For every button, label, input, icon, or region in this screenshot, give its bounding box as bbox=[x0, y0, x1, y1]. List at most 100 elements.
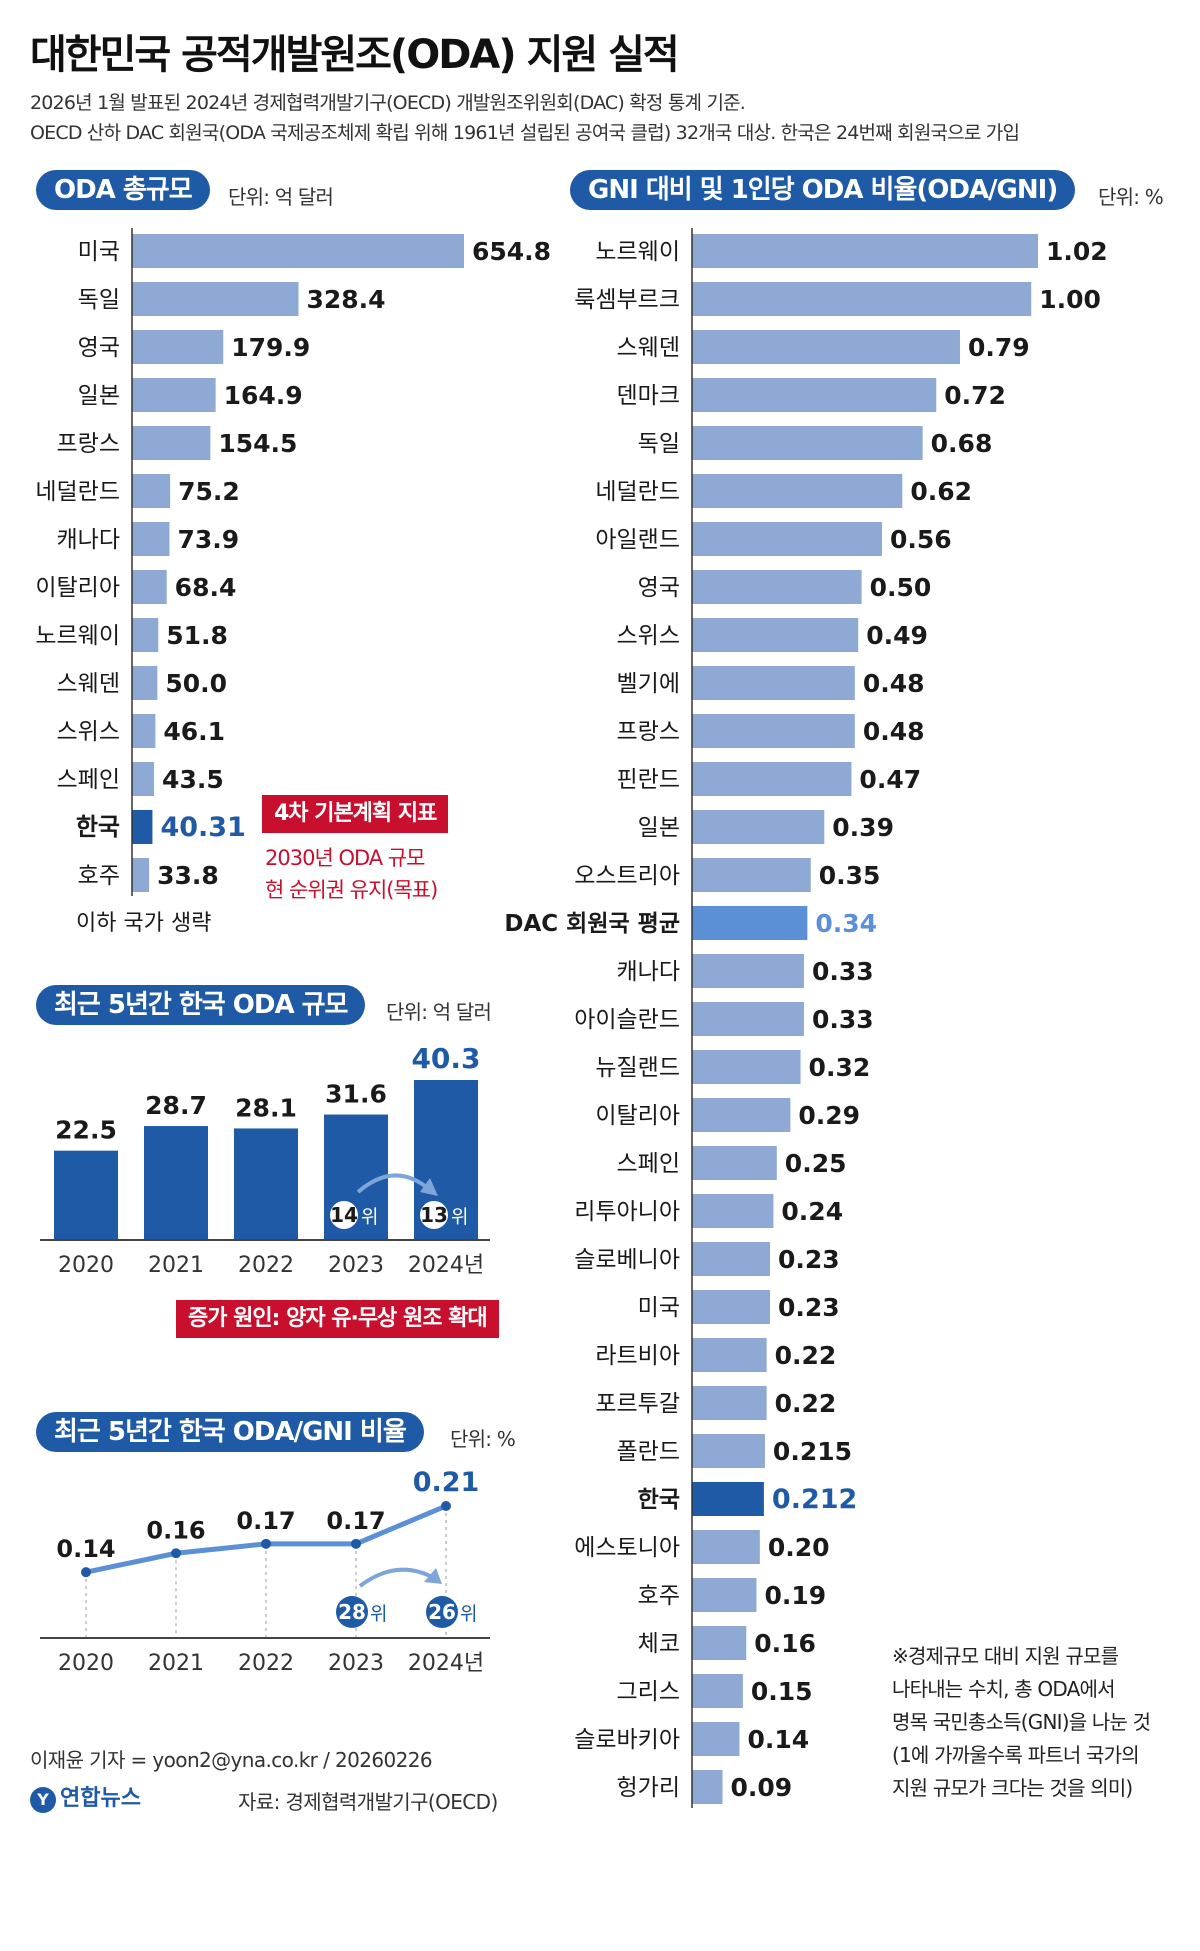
value-label: 0.16 bbox=[146, 1516, 205, 1544]
value-label: 0.14 bbox=[56, 1535, 115, 1563]
value-label: 22.5 bbox=[55, 1116, 117, 1145]
value-label: 0.22 bbox=[775, 1341, 837, 1370]
country-label: 오스트리아 bbox=[574, 863, 680, 889]
yonhap-logo-icon: Y bbox=[30, 1787, 56, 1813]
value-label: 31.6 bbox=[325, 1080, 387, 1109]
country-label: 스위스 bbox=[617, 623, 680, 649]
rank-arrow-head bbox=[420, 1178, 438, 1196]
gni-note-line: ※경제규모 대비 지원 규모를 bbox=[892, 1644, 1119, 1668]
bar bbox=[692, 714, 855, 748]
country-label: 일본 bbox=[78, 383, 120, 409]
country-label: 스위스 bbox=[57, 719, 120, 745]
country-label: 핀란드 bbox=[617, 767, 680, 793]
value-label: 0.23 bbox=[778, 1293, 840, 1322]
value-label: 0.49 bbox=[866, 621, 928, 650]
bar bbox=[692, 1002, 804, 1036]
rank-badge-suffix: 위 bbox=[460, 1603, 477, 1625]
rank-badge-suffix: 위 bbox=[370, 1603, 387, 1625]
value-label: 40.31 bbox=[160, 812, 245, 843]
country-label: 에스토니아 bbox=[574, 1535, 680, 1561]
country-label: 독일 bbox=[78, 287, 120, 313]
value-label: 0.79 bbox=[968, 333, 1030, 362]
value-label: 73.9 bbox=[177, 525, 239, 554]
bar bbox=[132, 666, 158, 700]
rank-badge-number: 26 bbox=[428, 1600, 456, 1624]
country-label: 체코 bbox=[638, 1631, 680, 1657]
oda-total-chart: 미국 654.8 독일 328.4 영국 179.9 일본 164.9 프랑스 154.5 네덜란드… bbox=[35, 228, 551, 936]
country-label: 한국 bbox=[638, 1487, 680, 1513]
country-label: 호주 bbox=[638, 1583, 680, 1609]
value-label: 0.48 bbox=[863, 669, 925, 698]
year-label: 2023 bbox=[328, 1253, 384, 1278]
country-label: 스페인 bbox=[617, 1151, 680, 1177]
year-label: 2023 bbox=[328, 1651, 384, 1676]
country-label: 노르웨이 bbox=[35, 623, 120, 649]
value-label: 28.1 bbox=[235, 1093, 297, 1122]
value-label: 0.48 bbox=[863, 717, 925, 746]
bar bbox=[692, 1386, 767, 1420]
value-label: 28.7 bbox=[145, 1091, 207, 1120]
korea-oda-chart: 22.5 2020 28.7 2021 28.1 2022 31.6 2023 40.3 2024… bbox=[40, 1042, 490, 1278]
korea-gni-chart: 0.14 2020 0.16 2021 0.17 2022 0.17 2023 0.21 2024… bbox=[40, 1467, 490, 1676]
country-label: 프랑스 bbox=[57, 431, 120, 457]
country-label: 그리스 bbox=[617, 1679, 680, 1705]
country-label: 독일 bbox=[638, 431, 680, 457]
value-label: 164.9 bbox=[224, 381, 303, 410]
rank-badge-number: 13 bbox=[420, 1203, 448, 1227]
korea-gni-unit: 단위: % bbox=[450, 1427, 516, 1451]
value-label: 75.2 bbox=[178, 477, 240, 506]
bar bbox=[692, 1338, 767, 1372]
value-label: 0.34 bbox=[815, 909, 877, 938]
bar bbox=[692, 1530, 760, 1564]
logo-text: 연합뉴스 bbox=[60, 1786, 141, 1811]
year-label: 2024년 bbox=[408, 1253, 484, 1278]
bar bbox=[132, 762, 155, 796]
plan-callout-line-1: 2030년 ODA 규모 bbox=[265, 846, 425, 870]
value-label: 50.0 bbox=[165, 669, 227, 698]
country-label: 라트비아 bbox=[595, 1343, 680, 1369]
bar bbox=[692, 666, 855, 700]
country-label: 캐나다 bbox=[617, 959, 680, 985]
country-label: 폴란드 bbox=[617, 1439, 680, 1465]
country-label: 한국 bbox=[76, 813, 120, 841]
year-label: 2020 bbox=[58, 1253, 114, 1278]
year-label: 2022 bbox=[238, 1253, 294, 1278]
country-label: 미국 bbox=[78, 239, 120, 265]
bar bbox=[132, 234, 464, 268]
bar bbox=[692, 282, 1032, 316]
value-label: 154.5 bbox=[218, 429, 297, 458]
value-label: 0.09 bbox=[731, 1773, 793, 1802]
value-label: 43.5 bbox=[162, 765, 224, 794]
subtitle-line-1: 2026년 1월 발표된 2024년 경제협력개발기구(OECD) 개발원조위원… bbox=[30, 92, 746, 114]
value-label: 0.47 bbox=[859, 765, 921, 794]
value-label: 46.1 bbox=[163, 717, 225, 746]
bar bbox=[132, 810, 153, 844]
bar bbox=[692, 1482, 764, 1516]
oda-total-unit: 단위: 억 달러 bbox=[228, 185, 334, 209]
data-point bbox=[351, 1538, 361, 1549]
bar bbox=[692, 906, 808, 940]
bar bbox=[692, 762, 852, 796]
korea-gni-title: 최근 5년간 한국 ODA/GNI 비율 bbox=[36, 1412, 424, 1452]
country-label: 미국 bbox=[638, 1295, 680, 1321]
gni-note-line: (1에 가까울수록 파트너 국가의 bbox=[892, 1743, 1140, 1767]
rank-badge-circle bbox=[336, 1596, 368, 1628]
bar bbox=[692, 1290, 771, 1324]
value-label: 0.33 bbox=[812, 957, 874, 986]
value-label: 0.17 bbox=[236, 1507, 295, 1535]
country-label: 이탈리아 bbox=[595, 1103, 680, 1129]
year-label: 2021 bbox=[148, 1651, 204, 1676]
value-label: 0.17 bbox=[326, 1507, 385, 1535]
value-label: 0.21 bbox=[413, 1467, 480, 1498]
value-label: 0.68 bbox=[931, 429, 993, 458]
bar bbox=[692, 1098, 791, 1132]
yonhap-logo: Y 연합뉴스 bbox=[30, 1780, 141, 1813]
bar bbox=[692, 570, 862, 604]
rank-badge-suffix: 위 bbox=[451, 1206, 468, 1228]
bar bbox=[132, 522, 170, 556]
value-label: 0.24 bbox=[781, 1197, 843, 1226]
value-label: 0.56 bbox=[890, 525, 952, 554]
value-label: 0.14 bbox=[747, 1725, 809, 1754]
value-label: 51.8 bbox=[166, 621, 228, 650]
bar bbox=[692, 1434, 765, 1468]
